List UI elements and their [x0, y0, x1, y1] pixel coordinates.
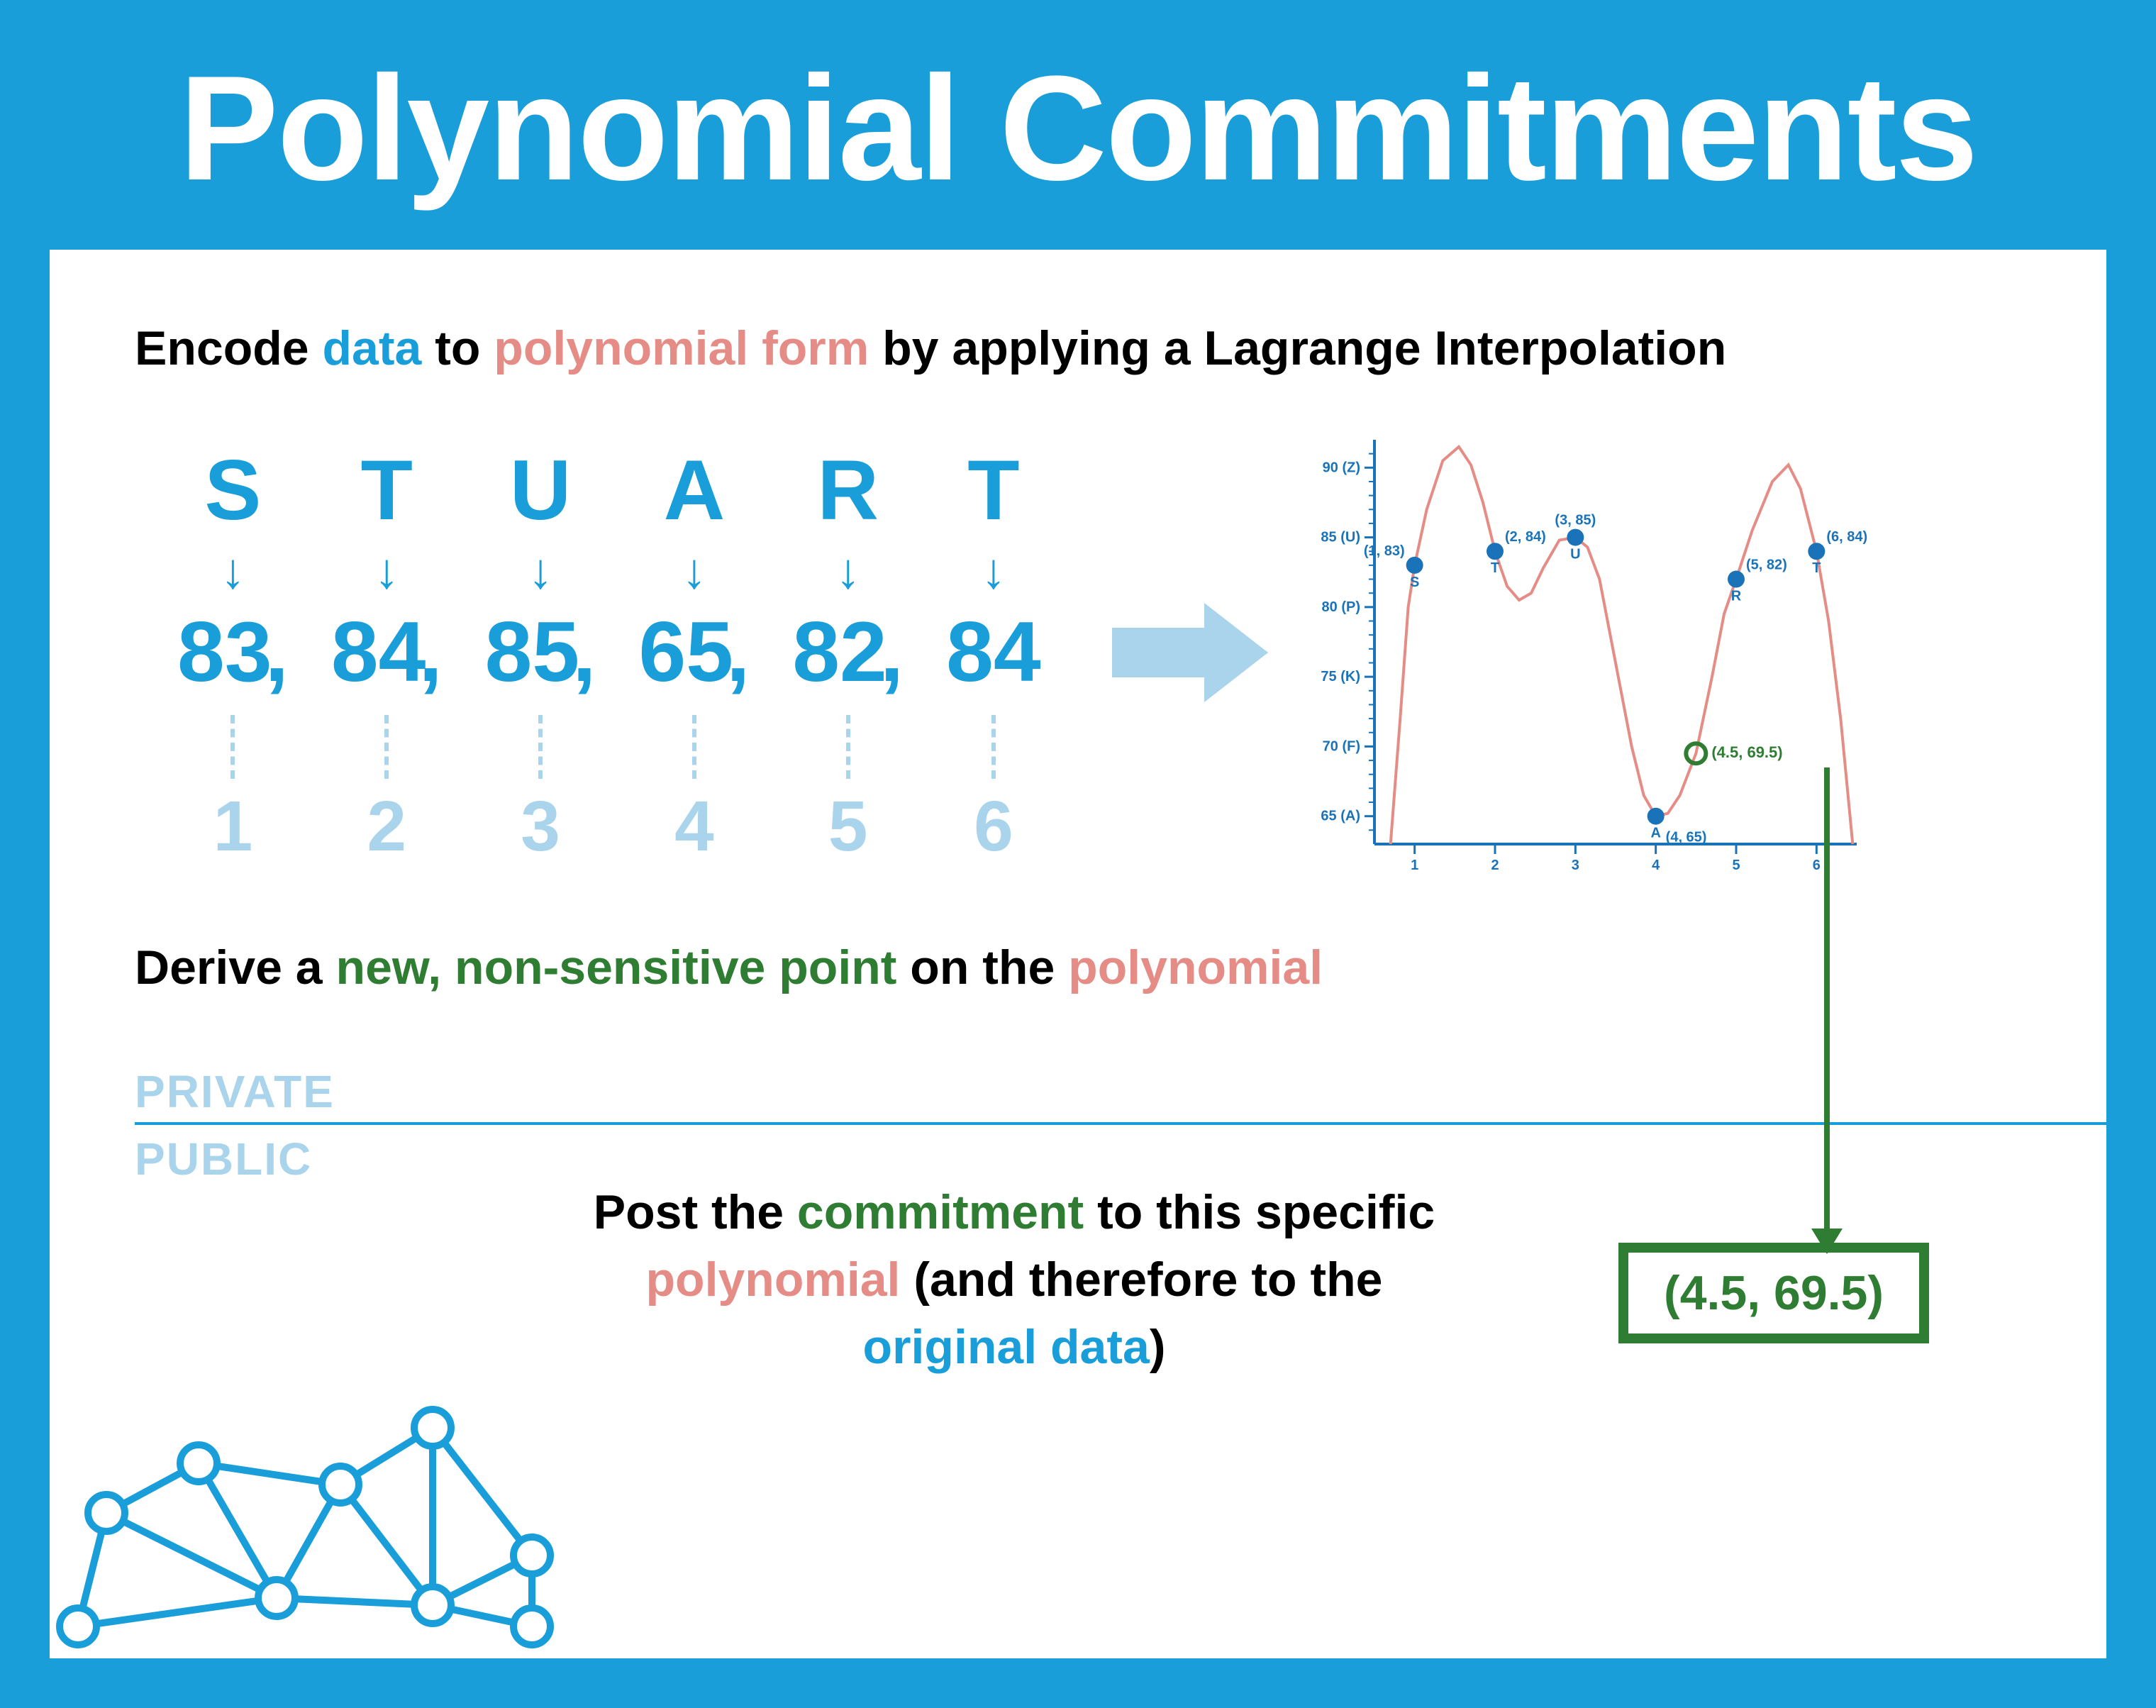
letter: A	[664, 441, 726, 539]
text: on the	[896, 941, 1068, 994]
svg-text:(4.5, 69.5): (4.5, 69.5)	[1711, 743, 1782, 761]
label-private: PRIVATE	[135, 1065, 335, 1118]
text: Post the	[594, 1185, 797, 1239]
svg-text:4: 4	[1652, 858, 1660, 873]
index-value: 6	[974, 786, 1013, 867]
svg-text:5: 5	[1732, 858, 1740, 873]
dash-connector	[384, 715, 389, 779]
page-title: Polynomial Commitments	[50, 43, 2106, 214]
dash-connector	[538, 715, 543, 779]
letter: T	[361, 441, 413, 539]
dash-connector	[230, 715, 235, 779]
svg-text:75 (K): 75 (K)	[1321, 669, 1360, 684]
svg-text:T: T	[1812, 560, 1821, 576]
text: )	[1150, 1320, 1166, 1374]
text: Encode	[135, 321, 323, 375]
svg-text:U: U	[1570, 547, 1580, 562]
svg-text:(3, 85): (3, 85)	[1555, 513, 1596, 528]
encoding-column: T ↓ 84, 2	[331, 441, 443, 867]
text: to this specific	[1084, 1185, 1435, 1239]
commitment-value-box: (4.5, 69.5)	[1618, 1243, 1929, 1343]
arrow-down-icon: ↓	[835, 546, 860, 596]
word-original-data: original data	[863, 1320, 1150, 1374]
ascii-value: 84	[946, 603, 1040, 701]
index-value: 1	[213, 786, 253, 867]
encoding-row: S ↓ 83, 1 T ↓ 84, 2 U ↓ 85, 3 A ↓ 65, 4 R ↓ 82, 5 T ↓ 84 6 90 (…	[135, 426, 2021, 883]
letter: U	[510, 441, 572, 539]
index-value: 5	[828, 786, 868, 867]
svg-text:70 (F): 70 (F)	[1322, 738, 1360, 754]
text: Derive a	[135, 941, 336, 994]
arrow-down-icon: ↓	[221, 546, 245, 596]
word-polynomial-form: polynomial form	[494, 321, 869, 375]
svg-text:(6, 84): (6, 84)	[1826, 529, 1867, 545]
word-commitment: commitment	[797, 1185, 1084, 1239]
svg-text:R: R	[1730, 589, 1741, 604]
encoding-column: A ↓ 65, 4	[638, 441, 750, 867]
dash-connector	[846, 715, 850, 779]
encoding-column: R ↓ 82, 5	[792, 441, 904, 867]
arrow-down-icon: ↓	[528, 546, 553, 596]
ascii-value: 65,	[638, 603, 750, 701]
text: to	[421, 321, 494, 375]
index-value: 3	[521, 786, 560, 867]
letter: T	[967, 441, 1019, 539]
arrow-right-icon	[1112, 596, 1268, 713]
arrow-down-icon: ↓	[682, 546, 706, 596]
svg-text:90 (Z): 90 (Z)	[1322, 460, 1360, 475]
svg-text:(2, 84): (2, 84)	[1505, 529, 1546, 545]
svg-text:3: 3	[1571, 858, 1579, 873]
content-panel: Encode data to polynomial form by applyi…	[50, 250, 2106, 1658]
ascii-value: 85,	[485, 603, 596, 701]
ascii-value: 83,	[177, 603, 289, 701]
letter: S	[204, 441, 261, 539]
encoding-column: U ↓ 85, 3	[485, 441, 596, 867]
svg-text:2: 2	[1491, 858, 1499, 873]
encoding-column: S ↓ 83, 1	[177, 441, 289, 867]
encoding-column: T ↓ 84 6	[946, 441, 1040, 867]
post-sentence: Post the commitment to this specific pol…	[589, 1179, 1440, 1382]
divider-line	[135, 1122, 2106, 1125]
encoding-columns: S ↓ 83, 1 T ↓ 84, 2 U ↓ 85, 3 A ↓ 65, 4 R ↓ 82, 5 T ↓ 84 6	[135, 441, 1041, 867]
encode-sentence: Encode data to polynomial form by applyi…	[135, 321, 2021, 376]
svg-text:80 (P): 80 (P)	[1321, 599, 1360, 615]
index-value: 4	[674, 786, 714, 867]
index-value: 2	[367, 786, 406, 867]
arrow-down-icon: ↓	[374, 546, 399, 596]
word-new-point: new, non-sensitive point	[336, 941, 897, 994]
derive-sentence: Derive a new, non-sensitive point on the…	[135, 940, 2021, 995]
network-icon	[50, 1300, 574, 1658]
text: by applying a Lagrange Interpolation	[869, 321, 1726, 375]
svg-text:(1, 83): (1, 83)	[1363, 543, 1404, 559]
frame: Polynomial Commitments Encode data to po…	[0, 0, 2156, 1708]
svg-text:1: 1	[1411, 858, 1418, 873]
svg-text:65 (A): 65 (A)	[1321, 809, 1360, 824]
ascii-value: 84,	[331, 603, 443, 701]
lagrange-chart: 90 (Z) 85 (U) 80 (P) 75 (K) 70 (F) 65 (A) 1 2 3 4…	[1311, 426, 1871, 883]
ascii-value: 82,	[792, 603, 904, 701]
word-data: data	[323, 321, 422, 375]
commitment-connector	[1824, 767, 1830, 1236]
svg-text:6: 6	[1812, 858, 1820, 873]
dash-connector	[692, 715, 696, 779]
word-polynomial: polynomial	[1068, 941, 1323, 994]
dash-connector	[991, 715, 996, 779]
text: (and therefore to the	[900, 1253, 1382, 1307]
label-public: PUBLIC	[135, 1133, 312, 1185]
svg-text:S: S	[1410, 575, 1419, 590]
svg-text:A: A	[1650, 826, 1660, 841]
svg-text:(5, 82): (5, 82)	[1746, 558, 1787, 573]
word-polynomial: polynomial	[646, 1253, 901, 1307]
svg-text:T: T	[1491, 560, 1499, 576]
svg-text:85 (U): 85 (U)	[1321, 530, 1360, 545]
arrow-down-icon: ↓	[981, 546, 1006, 596]
letter: R	[817, 441, 879, 539]
svg-text:(4, 65): (4, 65)	[1665, 830, 1706, 845]
